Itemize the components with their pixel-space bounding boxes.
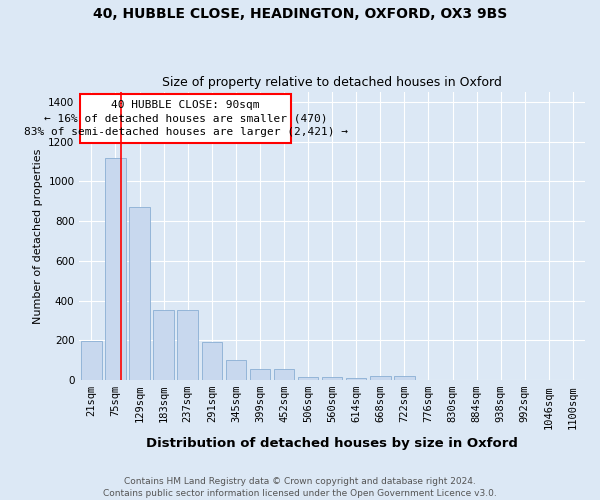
Bar: [250, 369, 270, 380]
Bar: [370, 376, 391, 380]
FancyBboxPatch shape: [80, 94, 291, 142]
Bar: [226, 360, 246, 380]
Bar: [154, 310, 174, 380]
Bar: [81, 341, 101, 380]
Bar: [130, 208, 150, 380]
Title: Size of property relative to detached houses in Oxford: Size of property relative to detached ho…: [162, 76, 502, 90]
Bar: [105, 158, 126, 380]
Text: ← 16% of detached houses are smaller (470): ← 16% of detached houses are smaller (47…: [44, 114, 327, 124]
Y-axis label: Number of detached properties: Number of detached properties: [32, 148, 43, 324]
Bar: [178, 310, 198, 380]
Bar: [274, 369, 294, 380]
Text: Contains HM Land Registry data © Crown copyright and database right 2024.
Contai: Contains HM Land Registry data © Crown c…: [103, 476, 497, 498]
Text: 83% of semi-detached houses are larger (2,421) →: 83% of semi-detached houses are larger (…: [23, 127, 347, 137]
Text: 40 HUBBLE CLOSE: 90sqm: 40 HUBBLE CLOSE: 90sqm: [111, 100, 260, 110]
X-axis label: Distribution of detached houses by size in Oxford: Distribution of detached houses by size …: [146, 437, 518, 450]
Text: 40, HUBBLE CLOSE, HEADINGTON, OXFORD, OX3 9BS: 40, HUBBLE CLOSE, HEADINGTON, OXFORD, OX…: [93, 8, 507, 22]
Bar: [298, 377, 319, 380]
Bar: [322, 377, 343, 380]
Bar: [346, 378, 367, 380]
Bar: [394, 376, 415, 380]
Bar: [202, 342, 222, 380]
